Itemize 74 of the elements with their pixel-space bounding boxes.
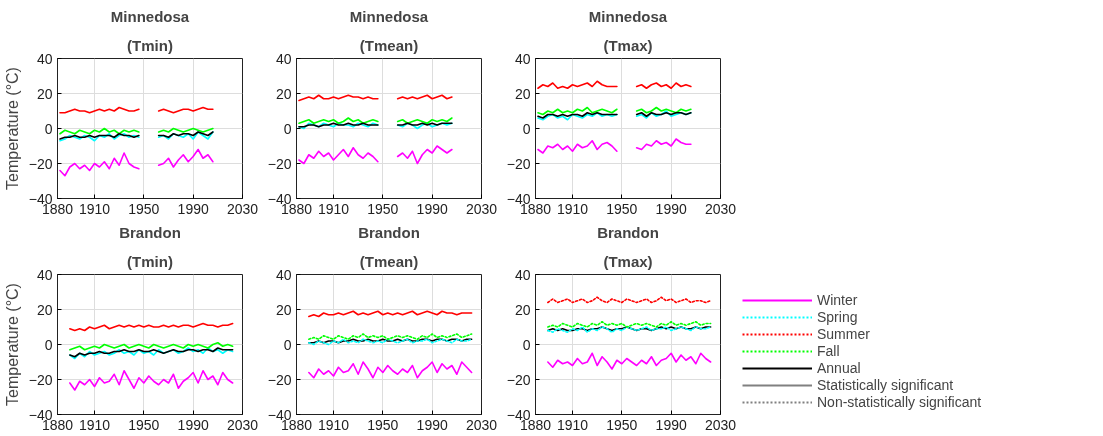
line-series	[69, 322, 234, 332]
line-series	[69, 369, 234, 391]
chart-subtitle: (Tmean)	[359, 252, 419, 270]
chart-title: Brandon	[597, 223, 659, 241]
y-tick-label: 0	[44, 336, 53, 353]
x-tick-label: 2030	[226, 416, 259, 433]
y-tick-label: 20	[514, 85, 531, 102]
legend-label: Statistically significant	[817, 377, 954, 393]
line-series	[69, 341, 234, 351]
y-tick-label: 20	[275, 301, 292, 318]
y-tick-label: −20	[506, 155, 531, 172]
x-tick-label: 1910	[78, 416, 111, 433]
chart-subtitle: (Tmin)	[127, 36, 173, 54]
y-tick-label: 40	[275, 266, 292, 283]
x-tick-label: 2030	[704, 416, 737, 433]
x-tick-label: 1990	[177, 200, 209, 217]
x-tick-label: 1990	[655, 416, 687, 433]
y-tick-label: −20	[267, 155, 292, 172]
y-tick-label: −20	[267, 371, 292, 388]
x-tick-label: 1990	[416, 200, 448, 217]
legend-label: Summer	[817, 326, 870, 342]
chart-subtitle: (Tmax)	[603, 252, 653, 270]
y-tick-label: 20	[36, 301, 53, 318]
chart-subtitle: (Tmean)	[359, 36, 419, 54]
x-tick-label: 1910	[317, 200, 350, 217]
chart-title: Minnedosa	[349, 7, 429, 25]
chart-subtitle: (Tmax)	[603, 36, 653, 54]
y-tick-label: 0	[283, 336, 292, 353]
line-series	[547, 352, 712, 370]
x-tick-label: 1990	[416, 416, 448, 433]
chart-title: Brandon	[358, 223, 420, 241]
x-tick-label: 1990	[177, 416, 209, 433]
x-tick-label: 1950	[606, 416, 638, 433]
x-tick-label: 2030	[465, 416, 498, 433]
x-tick-label: 1910	[317, 416, 350, 433]
legend-label: Annual	[817, 360, 861, 376]
x-tick-label: 1910	[556, 416, 589, 433]
y-tick-label: −20	[28, 155, 53, 172]
y-tick-label: −20	[28, 371, 53, 388]
x-tick-label: 2030	[465, 200, 498, 217]
y-tick-label: 40	[36, 266, 53, 283]
y-tick-label: 0	[44, 120, 53, 137]
y-tick-label: 40	[514, 50, 531, 67]
x-tick-label: 1950	[367, 200, 399, 217]
chart-title: Brandon	[119, 223, 181, 241]
x-tick-label: 2030	[704, 200, 737, 217]
x-tick-label: 1950	[606, 200, 638, 217]
legend-label: Non-statistically significant	[817, 394, 982, 410]
line-series	[308, 361, 473, 379]
x-tick-label: 1990	[655, 200, 687, 217]
y-axis-title: Temperature (°C)	[3, 283, 21, 406]
x-tick-label: 1950	[367, 416, 399, 433]
chart-subtitle: (Tmin)	[127, 252, 173, 270]
x-tick-label: 1950	[128, 200, 160, 217]
x-tick-label: 1950	[128, 416, 160, 433]
y-tick-label: 40	[514, 266, 531, 283]
legend-label: Winter	[817, 292, 858, 308]
legend-label: Spring	[817, 309, 858, 325]
x-tick-label: 2030	[226, 200, 259, 217]
legend-label: Fall	[817, 343, 840, 359]
y-tick-label: 20	[275, 85, 292, 102]
y-tick-label: 0	[522, 120, 531, 137]
y-tick-label: 40	[36, 50, 53, 67]
y-axis-title: Temperature (°C)	[3, 67, 21, 190]
x-tick-label: 1910	[78, 200, 111, 217]
y-tick-label: 0	[522, 336, 531, 353]
chart-title: Minnedosa	[588, 7, 668, 25]
y-tick-label: 20	[36, 85, 53, 102]
x-tick-label: 1910	[556, 200, 589, 217]
y-tick-label: −20	[506, 371, 531, 388]
y-tick-label: 0	[283, 120, 292, 137]
y-tick-label: 40	[275, 50, 292, 67]
y-tick-label: 20	[514, 301, 531, 318]
chart-title: Minnedosa	[110, 7, 190, 25]
